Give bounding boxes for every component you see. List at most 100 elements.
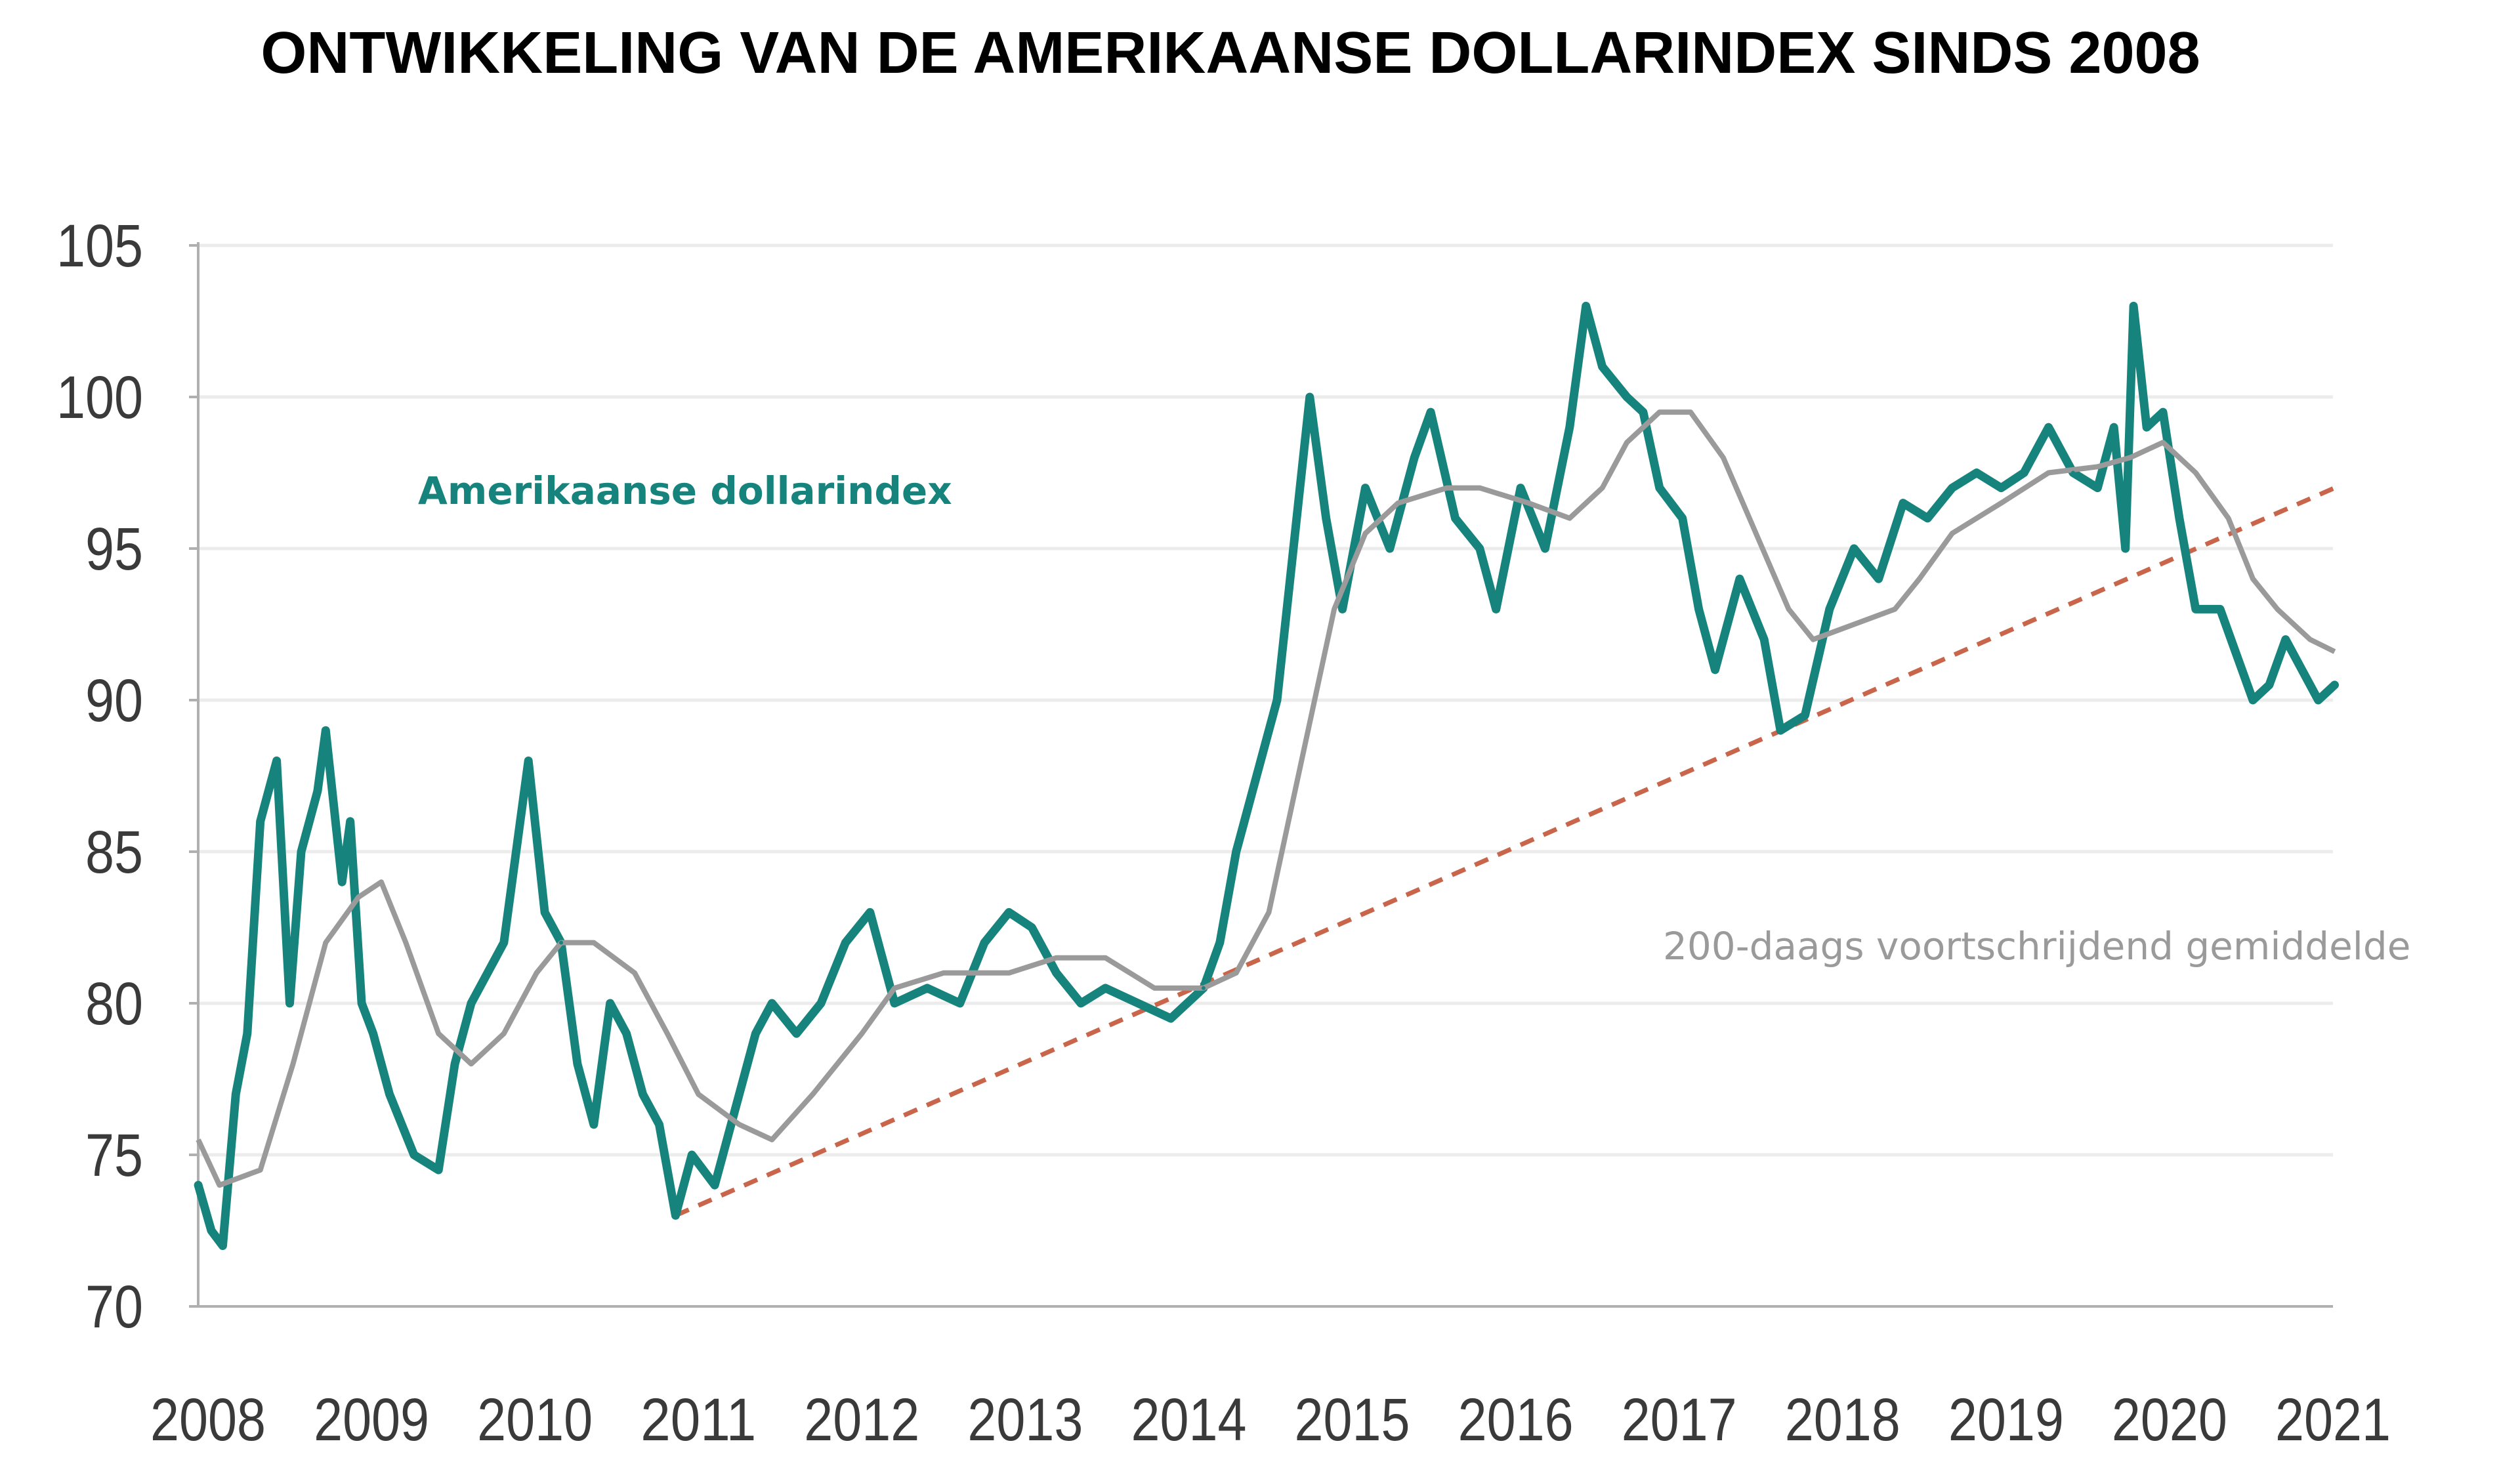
dollar-index-point (2070, 470, 2075, 475)
y-tick-labels: 70 75 80 85 90 95 100 105 (56, 213, 143, 1341)
x-tick-label: 2009 (314, 1386, 429, 1453)
dollar-index-point (436, 1168, 441, 1173)
dollar-index-point (1567, 425, 1572, 430)
x-tick-label: 2013 (967, 1386, 1083, 1453)
y-tick-label: 90 (85, 667, 143, 734)
x-tick-label: 2010 (477, 1386, 593, 1453)
dollar-index-point (1999, 486, 2004, 490)
dollar-index-point (673, 1213, 678, 1218)
dollar-index-point (1291, 547, 1295, 551)
dollar-index-point (1387, 547, 1392, 551)
dollar-index-point (2267, 682, 2271, 687)
dollar-index-point (501, 940, 506, 945)
dollar-index-point (387, 1092, 392, 1096)
x-tick-label: 2019 (1948, 1386, 2064, 1453)
dollar-index-point (575, 1062, 579, 1066)
dollar-index-point (1054, 970, 1059, 975)
dollar-index-point (1079, 1001, 1083, 1005)
dollar-index-point (1803, 713, 1807, 718)
dollar-index-point (690, 1153, 694, 1157)
dollar-index-point (1657, 486, 1662, 490)
legend-label-moving-average: 200-daags voortschrijdend gemiddelde (1663, 924, 2410, 968)
dollar-index-point (453, 1062, 457, 1066)
dollar-index-point (1584, 304, 1588, 308)
x-tick-label: 2011 (640, 1386, 756, 1453)
dollar-index-point (2095, 486, 2100, 490)
dollar-index-point (1641, 410, 1645, 415)
y-tick-label: 100 (56, 364, 143, 431)
dollar-index-point (591, 1122, 596, 1127)
x-tick-label: 2008 (150, 1386, 266, 1453)
dollar-index-point (925, 986, 929, 990)
dollar-index-point (220, 1243, 225, 1248)
dollar-index-line (194, 301, 2339, 1251)
dollar-index-point (1494, 607, 1498, 612)
dollar-index-point (608, 1001, 612, 1005)
dollar-index-point (274, 759, 279, 763)
dollar-index-point (2123, 547, 2128, 551)
dollar-index-point (1852, 547, 1857, 551)
dollar-index-point (2160, 410, 2165, 415)
dollar-index-point (982, 940, 987, 945)
dollar-index-point (1307, 395, 1312, 399)
dollar-index-point (526, 759, 531, 763)
dollar-index-point (1696, 607, 1701, 612)
dollar-index-point (469, 1001, 474, 1005)
dollar-index-point (299, 850, 303, 854)
moving-average-line (196, 409, 2336, 1188)
dollar-index-point (1950, 486, 1954, 490)
dollar-index-point (1975, 470, 1979, 475)
dollar-index-point (2193, 607, 2198, 612)
dollar-index-point (957, 1001, 962, 1005)
y-tick-label: 85 (85, 819, 143, 886)
dollar-index-point (1680, 516, 1685, 520)
dollar-index-point (1217, 940, 1222, 945)
dollar-index-point (1324, 516, 1328, 520)
dollar-index-point (287, 1001, 292, 1005)
y-tick-label: 105 (56, 213, 143, 280)
dollar-index-point (1363, 486, 1368, 490)
dollar-index-point (1234, 850, 1238, 854)
dollar-index-point (518, 819, 522, 823)
dollar-index-point (713, 1183, 717, 1188)
dollar-index-point (411, 1153, 416, 1157)
dollar-index-point (843, 940, 848, 945)
y-tick-label: 80 (85, 970, 143, 1037)
dollar-index-point (340, 880, 345, 884)
dollar-index-point (1453, 516, 1458, 520)
dollar-index-point (1762, 637, 1767, 642)
legend-label-dollar-index: Amerikaanse dollarindex (418, 468, 952, 513)
chart-title: ONTWIKKELING VAN DE AMERIKAANSE DOLLARIN… (261, 20, 2200, 86)
axes (189, 242, 2333, 1308)
dollar-index-point (1876, 577, 1881, 581)
dollar-index-point (1340, 607, 1345, 612)
dollar-index-point (315, 789, 320, 793)
dollar-index-point (209, 1228, 213, 1233)
dollar-index-point (2132, 304, 2136, 308)
dollar-index-point (258, 819, 262, 823)
dollar-index-point (1030, 925, 1034, 930)
dollar-index-point (2283, 637, 2288, 642)
dollar-index-point (2112, 425, 2116, 430)
dollar-index-point (2022, 470, 2026, 475)
dollar-index-point (1169, 1016, 1173, 1021)
trendline-dashed (674, 486, 2336, 1218)
dollar-index-point (1007, 910, 1011, 915)
x-tick-label: 2012 (804, 1386, 919, 1453)
dollar-index-point (1543, 547, 1547, 551)
dollar-index-point (324, 728, 328, 733)
dollar-index-point (1136, 1001, 1141, 1005)
dollar-index-point (1827, 607, 1832, 612)
dollar-index-point (1900, 501, 1905, 505)
dollar-index-point (640, 1092, 645, 1096)
dollar-index-point (245, 1031, 249, 1036)
dollar-index-point (234, 1092, 238, 1096)
dollar-index-point (1103, 986, 1108, 990)
dollar-index-point (657, 1122, 662, 1127)
dollar-index-point (360, 1001, 364, 1005)
x-tick-label: 2017 (1622, 1386, 1737, 1453)
x-tick-label: 2020 (2112, 1386, 2227, 1453)
dollar-index-point (2316, 698, 2320, 702)
dollar-index-point (753, 1031, 758, 1036)
